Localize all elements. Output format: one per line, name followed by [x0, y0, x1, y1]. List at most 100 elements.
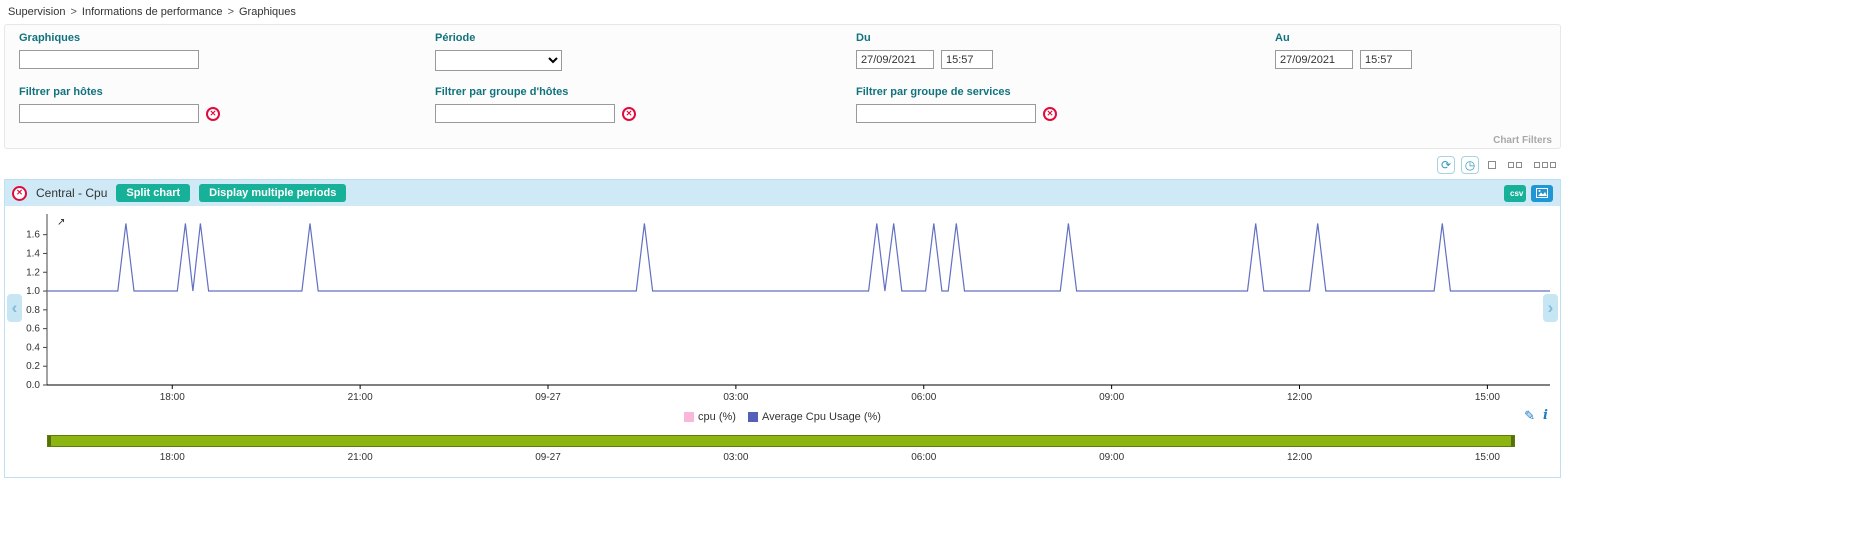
svg-text:0.2: 0.2 [26, 361, 40, 372]
range-handle-left[interactable] [48, 436, 51, 446]
graphs-per-row-3-button[interactable] [1531, 160, 1559, 170]
svg-text:1.0: 1.0 [26, 286, 40, 297]
servicegroup-filter-input[interactable] [856, 104, 1036, 123]
filter-group-to: Au [1275, 32, 1412, 69]
auto-refresh-button[interactable]: ◷ [1461, 156, 1479, 174]
svg-text:0.0: 0.0 [26, 380, 40, 391]
display-multiple-periods-button[interactable]: Display multiple periods [199, 184, 347, 202]
graphs-per-row-2-button[interactable] [1505, 160, 1525, 170]
legend-swatch [747, 412, 758, 422]
filter-group-hostgroups: Filtrer par groupe d'hôtes ✕ [435, 86, 636, 123]
svg-text:0.6: 0.6 [26, 324, 40, 335]
three-column-icon [1534, 162, 1540, 168]
svg-text:21:00: 21:00 [348, 392, 373, 403]
graph-toolbar: ⟳ ◷ [4, 149, 1561, 179]
svg-text:03:00: 03:00 [723, 392, 748, 403]
from-time-input[interactable] [941, 50, 993, 69]
svg-text:1.2: 1.2 [26, 267, 40, 278]
clear-hostgroup-filter-icon[interactable]: ✕ [622, 106, 636, 121]
range-axis-label: 15:00 [1474, 452, 1500, 463]
range-axis-label: 09-27 [535, 452, 561, 463]
range-selector: 18:00 21:00 09-27 03:00 06:00 09:00 12:00 15:00 [5, 435, 1560, 471]
range-axis-label: 18:00 [159, 452, 185, 463]
chart-legend: cpu (%) Average Cpu Usage (%) [684, 411, 881, 423]
svg-text:09-27: 09-27 [535, 392, 561, 403]
svg-text:15:00: 15:00 [1475, 392, 1500, 403]
legend-item[interactable]: cpu (%) [684, 411, 736, 423]
legend-swatch [684, 412, 695, 422]
chart-body: ‹ › 0.0 0.2 0.4 0.6 0.8 1.0 1.2 1.4 1.6 18:00 21:0… [5, 206, 1560, 477]
host-filter-label: Filtrer par hôtes [19, 86, 103, 98]
graphs-input[interactable] [19, 50, 199, 69]
filter-group-hosts: Filtrer par hôtes ✕ [19, 86, 220, 123]
export-csv-button[interactable]: csv [1504, 184, 1526, 202]
filter-group-graphs: Graphiques [19, 32, 199, 69]
from-date-input[interactable] [856, 50, 934, 69]
range-axis-label: 09:00 [1099, 452, 1125, 463]
graphs-label: Graphiques [19, 32, 81, 44]
range-axis-label: 06:00 [911, 452, 937, 463]
clear-host-filter-icon[interactable]: ✕ [206, 106, 220, 121]
breadcrumb-separator: > [227, 6, 234, 18]
one-column-icon [1488, 161, 1496, 169]
cpu-line-chart[interactable]: 0.0 0.2 0.4 0.6 0.8 1.0 1.2 1.4 1.6 18:00 21:00 09-… [5, 209, 1560, 405]
clock-icon: ◷ [1464, 158, 1476, 172]
refresh-graphs-button[interactable]: ⟳ [1437, 156, 1455, 174]
image-icon [1536, 188, 1548, 198]
three-column-icon [1542, 162, 1548, 168]
close-chart-icon[interactable]: ✕ [12, 185, 27, 201]
breadcrumb-item[interactable]: Informations de performance [81, 6, 223, 18]
range-handle-right[interactable] [1511, 436, 1514, 446]
host-filter-input[interactable] [19, 104, 199, 123]
scroll-left-button[interactable]: ‹ [7, 294, 22, 322]
period-label: Période [435, 32, 476, 44]
svg-text:0.4: 0.4 [26, 342, 40, 353]
export-image-button[interactable] [1531, 184, 1553, 202]
breadcrumb: Supervision > Informations de performance >… [4, 0, 1561, 22]
scroll-right-button[interactable]: › [1543, 294, 1558, 322]
legend-row: cpu (%) Average Cpu Usage (%) ✎ i [5, 407, 1560, 427]
svg-text:0.8: 0.8 [26, 305, 40, 316]
to-date-input[interactable] [1275, 50, 1353, 69]
info-icon[interactable]: i [1543, 408, 1548, 423]
svg-text:1.4: 1.4 [26, 248, 40, 259]
svg-text:1.6: 1.6 [26, 230, 40, 241]
filter-group-period: Période [435, 32, 562, 71]
hostgroup-filter-input[interactable] [435, 104, 615, 123]
to-time-input[interactable] [1360, 50, 1412, 69]
chart-card: ✕ Central - Cpu Split chart Display mult… [4, 179, 1561, 478]
range-selector-bar[interactable] [47, 435, 1515, 447]
split-chart-button[interactable]: Split chart [116, 184, 191, 202]
chart-marker-icon: ↗ [57, 217, 65, 228]
filter-row-secondary: Filtrer par hôtes ✕ Filtrer par groupe d… [13, 86, 1552, 134]
hostgroup-filter-label: Filtrer par groupe d'hôtes [435, 86, 569, 98]
period-select[interactable] [435, 50, 562, 71]
svg-text:06:00: 06:00 [911, 392, 936, 403]
filter-panel: Graphiques Période Du Au [4, 24, 1561, 149]
breadcrumb-item[interactable]: Graphiques [239, 6, 296, 18]
clear-servicegroup-filter-icon[interactable]: ✕ [1043, 106, 1057, 121]
chart-filters-caption: Chart Filters [1493, 135, 1552, 146]
legend-label: Average Cpu Usage (%) [761, 411, 881, 423]
svg-text:09:00: 09:00 [1099, 392, 1124, 403]
chart-header: ✕ Central - Cpu Split chart Display mult… [5, 180, 1560, 206]
from-label: Du [856, 32, 871, 44]
pencil-icon[interactable]: ✎ [1524, 408, 1536, 423]
range-axis-label: 21:00 [347, 452, 373, 463]
two-column-icon [1516, 162, 1522, 168]
filter-group-from: Du [856, 32, 993, 69]
servicegroup-filter-label: Filtrer par groupe de services [856, 86, 1011, 98]
graphs-per-row-1-button[interactable] [1485, 159, 1499, 171]
range-axis-label: 12:00 [1286, 452, 1313, 463]
filter-row-main: Graphiques Période Du Au [13, 32, 1552, 80]
range-axis-label: 03:00 [723, 452, 749, 463]
chart-title: Central - Cpu [36, 186, 108, 200]
breadcrumb-item[interactable]: Supervision [8, 6, 66, 18]
to-label: Au [1275, 32, 1290, 44]
svg-text:18:00: 18:00 [160, 392, 185, 403]
legend-item[interactable]: Average Cpu Usage (%) [747, 411, 881, 423]
legend-label: cpu (%) [698, 411, 736, 423]
filter-group-servicegroups: Filtrer par groupe de services ✕ [856, 86, 1057, 123]
three-column-icon [1550, 162, 1556, 168]
breadcrumb-separator: > [70, 6, 77, 18]
